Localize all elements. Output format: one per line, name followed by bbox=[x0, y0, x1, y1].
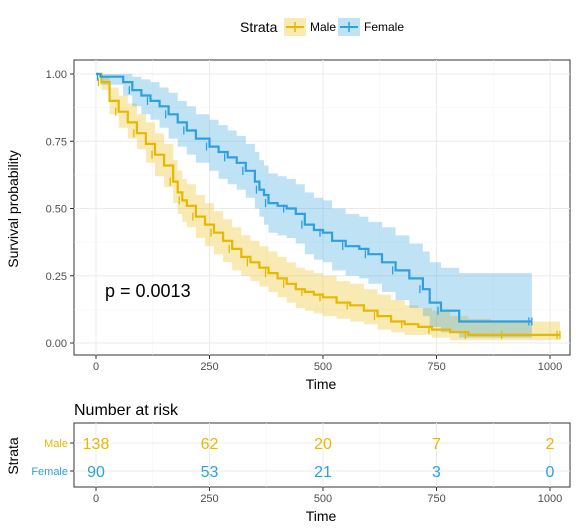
risk-count-female: 90 bbox=[87, 464, 105, 481]
p-value-label: p = 0.0013 bbox=[105, 281, 191, 301]
risk-table: 0 250 500 750 1000 Male 138 62 20 7 2 Female 90 53 21 3… bbox=[31, 422, 571, 505]
risk-count-female: 3 bbox=[432, 464, 441, 481]
risk-table-background bbox=[73, 422, 571, 488]
y-tick-label: 0.75 bbox=[46, 136, 67, 148]
risk-strata-label-female: Female bbox=[31, 466, 68, 478]
x-axis-title: Time bbox=[306, 376, 337, 392]
x-tick-label: 500 bbox=[314, 361, 332, 373]
risk-count-male: 7 bbox=[432, 436, 441, 453]
legend-label-female: Female bbox=[364, 20, 404, 34]
risk-count-female: 21 bbox=[314, 464, 332, 481]
female-confidence-band bbox=[96, 74, 532, 338]
legend-key-female bbox=[338, 18, 360, 36]
plot-background bbox=[73, 59, 571, 356]
risk-x-tick-label: 500 bbox=[314, 493, 332, 505]
legend-key-male bbox=[284, 18, 306, 36]
male-confidence-band bbox=[96, 74, 560, 341]
risk-strata-label-male: Male bbox=[44, 438, 68, 450]
risk-count-female: 53 bbox=[201, 464, 219, 481]
risk-count-male: 20 bbox=[314, 436, 332, 453]
x-tick-label: 0 bbox=[93, 361, 99, 373]
grid bbox=[74, 60, 570, 355]
risk-x-tick-label: 0 bbox=[93, 493, 99, 505]
risk-x-tick-label: 250 bbox=[200, 493, 218, 505]
y-tick-label: 1.00 bbox=[46, 69, 67, 81]
female-survival-curve bbox=[96, 72, 532, 323]
risk-count-male: 2 bbox=[546, 436, 555, 453]
risk-table-y-title: Strata bbox=[5, 437, 21, 475]
risk-table-title: Number at risk bbox=[74, 402, 179, 419]
risk-count-male: 62 bbox=[201, 436, 219, 453]
x-tick-label: 1000 bbox=[538, 361, 562, 373]
x-tick-label: 250 bbox=[200, 361, 218, 373]
legend: Strata Male Female bbox=[240, 18, 404, 36]
legend-label-male: Male bbox=[310, 20, 336, 34]
legend-title: Strata bbox=[240, 19, 278, 35]
risk-table-x-title: Time bbox=[306, 508, 337, 524]
y-tick-label: 0.50 bbox=[46, 204, 67, 216]
y-tick-label: 0.00 bbox=[46, 338, 67, 350]
risk-x-tick-label: 750 bbox=[427, 493, 445, 505]
y-axis-title: Survival probability bbox=[5, 150, 21, 268]
risk-count-female: 0 bbox=[546, 464, 555, 481]
risk-count-male: 138 bbox=[83, 436, 110, 453]
risk-x-tick-label: 1000 bbox=[538, 493, 562, 505]
plot-panel: 0 250 500 750 1000 0.00 0.25 0.50 0.75 1.00 bbox=[46, 59, 571, 373]
x-tick-label: 750 bbox=[427, 361, 445, 373]
male-survival-curve bbox=[96, 72, 560, 336]
y-tick-label: 0.25 bbox=[46, 271, 67, 283]
